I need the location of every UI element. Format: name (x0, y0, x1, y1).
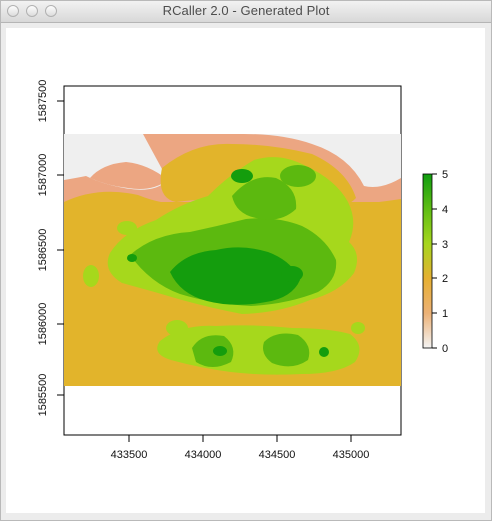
legend-tick-label-3: 3 (442, 239, 448, 251)
heatmap-chart: 433500 434000 434500 435000 1585500 1586… (37, 80, 448, 461)
x-tick-label-433500: 433500 (111, 449, 148, 461)
raster-medium-north-left-spot (117, 221, 137, 235)
title-bar[interactable]: RCaller 2.0 - Generated Plot (1, 1, 491, 23)
x-tick-label-434000: 434000 (185, 449, 222, 461)
y-tick-label-1586000: 1586000 (37, 303, 49, 346)
raster-very-high-west (127, 254, 137, 262)
raster-medium-left-spot (166, 320, 188, 336)
legend-tick-label-1: 1 (442, 308, 448, 320)
raster-high-south-east (263, 333, 310, 367)
y-tick-label-1585500: 1585500 (37, 374, 49, 417)
legend-color-bar (422, 173, 433, 349)
y-tick-label-1587500: 1587500 (37, 80, 49, 123)
raster-very-high-zone (127, 169, 329, 357)
y-axis: 1585500 1586000 1586500 1587000 1587500 (37, 80, 64, 417)
zoom-window-button[interactable] (45, 5, 57, 17)
legend-tick-label-4: 4 (442, 204, 448, 216)
raster-very-high-east (281, 266, 303, 282)
legend-tick-label-5: 5 (442, 169, 448, 181)
y-tick-label-1586500: 1586500 (37, 229, 49, 272)
x-axis: 433500 434000 434500 435000 (111, 435, 370, 461)
minimize-window-button[interactable] (26, 5, 38, 17)
raster-very-high-north (231, 169, 253, 183)
raster-high-south-west (192, 335, 234, 367)
raster-medium-right-spot (351, 322, 365, 334)
x-tick-label-434500: 434500 (259, 449, 296, 461)
legend: 0 1 2 3 4 5 (422, 169, 448, 355)
raster-very-high-south-east (319, 347, 329, 357)
legend-tick-label-2: 2 (442, 273, 448, 285)
plot-canvas: 433500 434000 434500 435000 1585500 1586… (6, 28, 485, 513)
raster-surface (64, 134, 401, 386)
raster-medium-far-left-spot (83, 265, 99, 287)
raster-very-high-south (213, 346, 227, 356)
raster-no-data-right (244, 134, 401, 187)
raster-very-high-central (170, 247, 300, 305)
x-tick-label-435000: 435000 (333, 449, 370, 461)
window-title: RCaller 2.0 - Generated Plot (162, 3, 330, 18)
close-window-button[interactable] (7, 5, 19, 17)
raster-high-north (232, 177, 297, 220)
legend-tick-label-0: 0 (442, 343, 448, 355)
raster-no-data-zone (64, 134, 401, 190)
raster-very-low-left-arc (90, 162, 168, 189)
raster-high-north-east (280, 165, 316, 187)
y-tick-label-1587000: 1587000 (37, 154, 49, 197)
